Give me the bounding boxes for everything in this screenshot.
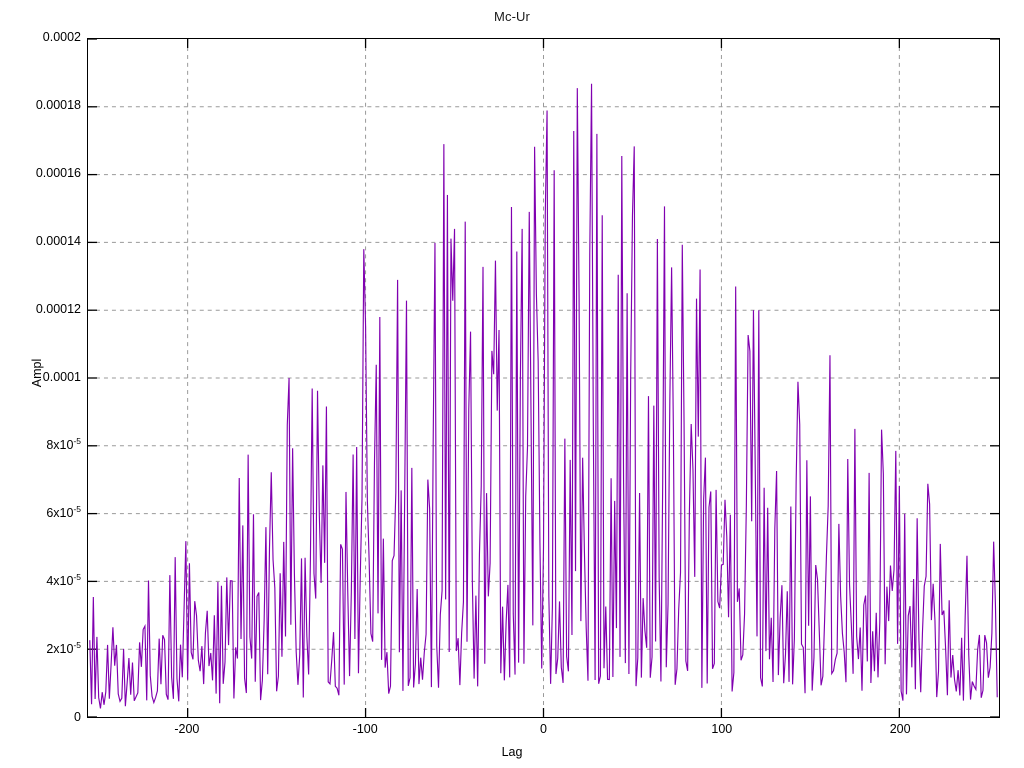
- y-tick-label: 0.00012: [35, 302, 81, 316]
- x-tick-label: -200: [174, 722, 200, 736]
- plot-area: [87, 38, 1000, 718]
- y-tick-label: 0: [74, 710, 81, 724]
- x-tick-label: 200: [889, 722, 911, 736]
- y-axis-tick-labels: 0.0002 0.00018 0.00016 0.00014 0.00012 0.0001…: [0, 31, 81, 723]
- x-axis-tick-labels: -200 -100 0 100 200: [87, 722, 1000, 746]
- y-tick-label: 0.00014: [35, 234, 81, 248]
- tick-marks: [88, 39, 999, 717]
- y-tick-label: 6x10-5: [46, 503, 81, 520]
- y-tick-label: 4x10-5: [46, 571, 81, 588]
- y-tick-label: 0.0002: [42, 30, 81, 44]
- page-title: Mc-Ur: [494, 9, 530, 24]
- data-series-line: [89, 83, 998, 709]
- y-tick-label: 8x10-5: [46, 435, 81, 452]
- x-tick-label: 0: [540, 722, 547, 736]
- x-tick-label: -100: [352, 722, 378, 736]
- y-tick-label: 0.00016: [35, 166, 81, 180]
- x-tick-label: 100: [711, 722, 733, 736]
- y-axis-title: Ampl: [30, 358, 44, 388]
- x-axis-title: Lag: [501, 745, 523, 759]
- y-tick-label: 0.00018: [35, 98, 81, 112]
- y-tick-label: 2x10-5: [46, 639, 81, 656]
- y-tick-label: 0.0001: [42, 370, 81, 384]
